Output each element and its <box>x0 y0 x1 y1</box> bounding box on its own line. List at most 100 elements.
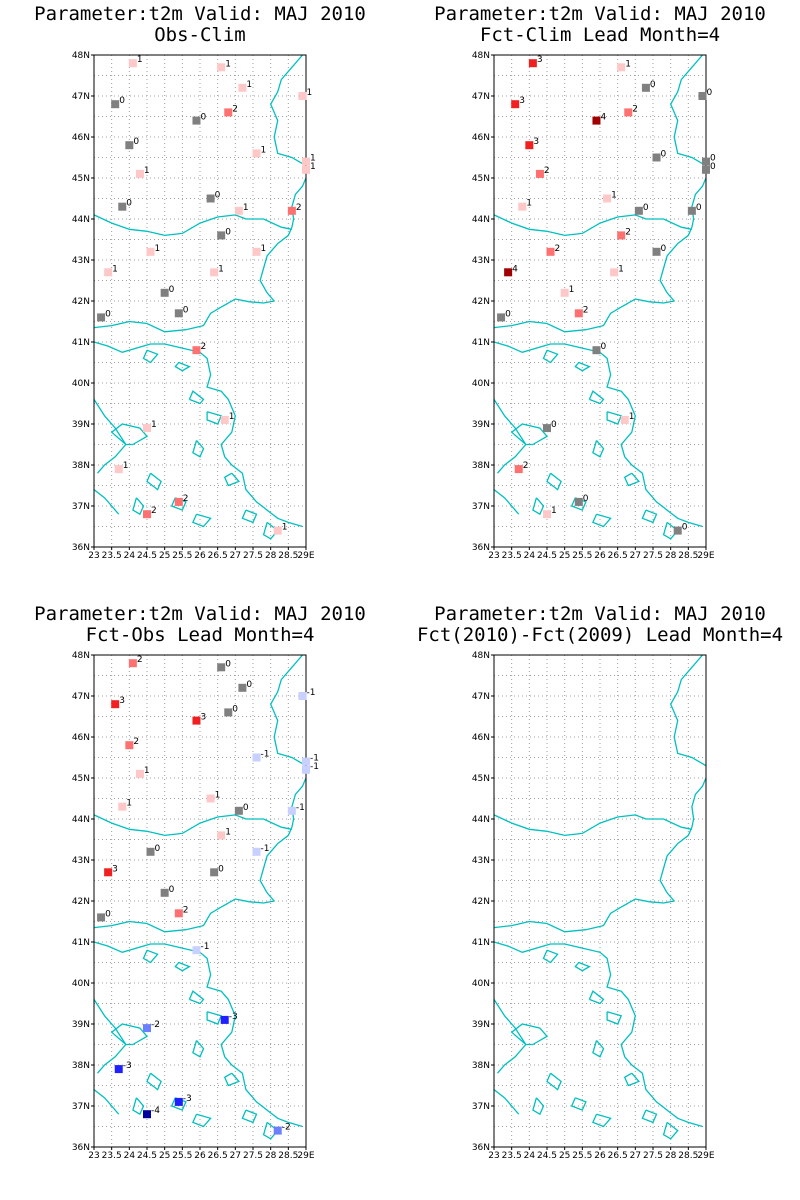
station-value: 1 <box>310 162 316 172</box>
coast-line <box>223 1072 240 1087</box>
station-value: 0 <box>183 305 189 315</box>
coast-line <box>493 941 703 1128</box>
coast-line <box>110 1023 149 1046</box>
coast-line <box>510 1023 549 1046</box>
station-marker <box>192 116 201 125</box>
station-value: 1 <box>569 285 575 295</box>
lat-label: 36N <box>72 543 90 553</box>
coast-line <box>592 1113 612 1128</box>
lon-label: 28 <box>265 1151 277 1161</box>
station-value: -3 <box>123 1061 132 1071</box>
coastline <box>93 54 307 540</box>
lon-label: 27 <box>230 1151 241 1161</box>
station-marker <box>543 424 551 433</box>
lon-label: 25.5 <box>172 551 192 561</box>
coast-line <box>570 1097 587 1111</box>
station-marker <box>224 108 233 117</box>
lat-label: 48N <box>472 651 490 661</box>
station-value: 1 <box>246 80 252 90</box>
lat-label: 46N <box>72 133 90 143</box>
station-value: 3 <box>519 96 525 106</box>
station-value: 2 <box>632 104 638 114</box>
station-marker <box>210 868 219 877</box>
lat-label: 46N <box>72 733 90 743</box>
station-marker <box>217 663 226 672</box>
lon-label: 23 <box>88 551 99 561</box>
station-marker <box>210 268 219 277</box>
lat-label: 45N <box>472 774 490 784</box>
lat-label: 39N <box>472 420 490 430</box>
lat-label: 42N <box>472 897 490 907</box>
station-marker <box>698 92 707 100</box>
lon-label: 24 <box>524 1151 536 1161</box>
lat-label: 43N <box>72 856 90 866</box>
lat-label: 40N <box>72 979 90 989</box>
lat-label: 37N <box>472 502 490 512</box>
station-value: 1 <box>225 59 231 69</box>
station-value: 2 <box>625 227 631 237</box>
coast-line <box>641 1109 658 1124</box>
station-marker <box>302 157 310 166</box>
station-value: 0 <box>661 244 667 254</box>
station-marker <box>143 1110 151 1119</box>
lat-axis: 48N 47N 46N 45N 44N 43N 42N 41N 40N 39N 38N 37N 36N <box>72 51 94 553</box>
lon-label: 24 <box>124 1151 136 1161</box>
station-value: 0 <box>650 80 656 90</box>
station-value: 0 <box>225 659 231 669</box>
lat-axis: 48N 47N 46N 45N 44N 43N 42N 41N 40N 39N 38N 37N 36N <box>472 51 494 553</box>
coast-line <box>493 1089 520 1115</box>
station-marker <box>546 247 555 256</box>
coast-line <box>93 941 303 1128</box>
lat-label: 47N <box>72 92 90 102</box>
lat-label: 39N <box>72 1020 90 1030</box>
coast-line <box>532 497 545 516</box>
lat-label: 37N <box>72 502 90 512</box>
coast-line <box>142 349 159 364</box>
station-marker <box>702 157 710 166</box>
station-map: 48N47N46N45N44N43N42N41N40N39N38N37N36N2… <box>72 51 316 561</box>
station-marker <box>634 206 643 215</box>
station-value: 1 <box>618 264 624 274</box>
coast-line <box>174 961 191 972</box>
station-value: 2 <box>137 655 143 665</box>
lon-label: 26.5 <box>208 551 228 561</box>
station-value: 1 <box>144 166 150 176</box>
panel-subtitle: Fct-Clim Lead Month=4 <box>479 24 721 46</box>
station-value: 0 <box>706 88 712 98</box>
station-value: 2 <box>296 203 302 213</box>
station-marker <box>114 465 123 474</box>
lat-label: 45N <box>72 774 90 784</box>
station-marker <box>217 63 226 72</box>
station-marker <box>160 288 169 297</box>
lon-label: 27.5 <box>643 551 663 561</box>
coast-line <box>142 949 159 964</box>
station-value: -1 <box>261 750 270 760</box>
lat-label: 44N <box>472 815 490 825</box>
station-value: -1 <box>306 688 315 698</box>
station-value: 1 <box>123 461 129 471</box>
station-value: 0 <box>155 844 161 854</box>
coastline <box>493 54 707 540</box>
station-marker <box>273 1126 282 1135</box>
coast-line <box>510 423 549 446</box>
station-value: 4 <box>512 264 518 274</box>
lon-label: 25 <box>159 551 170 561</box>
coast-line <box>659 777 707 902</box>
coast-line <box>192 1039 205 1058</box>
lon-axis: 23 23.5 24 24.5 25 25.5 26 26.5 27 27.5 28 28.5 29E <box>488 547 715 561</box>
coast-line <box>206 1011 223 1025</box>
station-marker <box>128 659 137 668</box>
station-value: 0 <box>126 199 132 209</box>
station-map: 48N47N46N45N44N43N42N41N40N39N38N37N36N2… <box>472 651 715 1161</box>
lat-label: 47N <box>472 692 490 702</box>
station-marker <box>504 268 513 277</box>
coast-line <box>588 390 605 405</box>
lon-label: 26.5 <box>208 1151 228 1161</box>
map-panel-fct-obs: Parameter:t2m Valid: MAJ 2010 Fct-Obs Le… <box>0 600 400 1200</box>
station-value: 2 <box>183 905 189 915</box>
coast-line <box>606 411 623 425</box>
station-value: 1 <box>229 412 235 422</box>
coastline <box>493 654 707 1140</box>
